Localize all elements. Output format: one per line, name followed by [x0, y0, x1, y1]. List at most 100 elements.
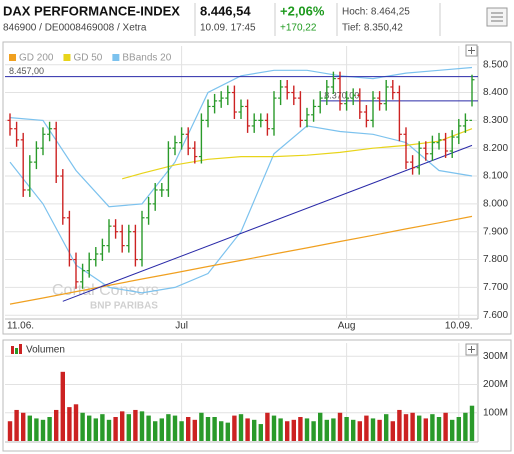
volume-bar	[436, 417, 442, 441]
legend-label: BBands 20	[122, 53, 171, 64]
volume-bar	[139, 411, 145, 441]
volume-bar	[311, 421, 316, 441]
y-tick-label: 8.100	[483, 171, 508, 182]
trendline	[62, 144, 473, 302]
volume-bar	[153, 421, 158, 441]
volume-bar	[456, 417, 461, 441]
watermark: BNP PARIBAS	[90, 301, 158, 312]
ohlc-bar	[317, 91, 323, 114]
x-tick-label: Aug	[338, 321, 356, 332]
volume-bar	[344, 417, 349, 441]
volume-bar	[205, 417, 211, 441]
ohlc-bar	[350, 88, 356, 106]
ohlc-bar	[337, 71, 343, 111]
ohlc-bar	[198, 113, 204, 164]
header-change: +170,22	[280, 23, 317, 34]
volume-bar	[390, 421, 395, 441]
main-panel	[2, 41, 512, 335]
zoom-button[interactable]	[465, 44, 478, 57]
volume-bar	[337, 412, 343, 441]
legend-swatch	[63, 54, 71, 61]
volume-bar	[232, 415, 237, 441]
volume-bar	[146, 415, 151, 441]
header-low: Tief: 8.350,42	[342, 23, 403, 34]
indicator-lines	[5, 66, 478, 305]
header-change-pct: +2,06%	[280, 3, 325, 18]
volume-bar	[54, 409, 59, 441]
ohlc-bar	[363, 105, 369, 128]
volume-bar	[384, 414, 389, 441]
ohlc-bar	[53, 121, 59, 183]
volume-bar	[67, 407, 72, 441]
y-tick-label: 8.500	[483, 59, 508, 70]
ohlc-bar	[449, 130, 455, 158]
ohlc-bar	[284, 80, 290, 100]
x-tick-label: Jul	[175, 321, 188, 332]
volume-bar	[469, 405, 475, 441]
ohlc-bar	[179, 127, 185, 150]
volume-bar	[172, 415, 178, 441]
y-tick-label: 7.600	[483, 310, 508, 321]
volume-bar	[252, 419, 257, 441]
ohlc-bar	[73, 252, 79, 289]
volume-panel	[2, 339, 512, 452]
ohlc-bar	[7, 113, 13, 136]
ohlc-bar	[396, 85, 402, 142]
ohlc-bar	[410, 155, 416, 175]
ohlc-bar	[251, 113, 257, 133]
indicator-line	[9, 125, 473, 294]
volume-bar	[106, 419, 112, 441]
volume-bar	[27, 415, 32, 441]
legend-label: GD 200	[19, 53, 54, 64]
volume-bar	[271, 415, 277, 441]
volume-bar	[291, 419, 296, 441]
y-tick-label: 100M	[483, 407, 508, 418]
settings-icon[interactable]	[486, 7, 508, 27]
volume-bar	[159, 418, 164, 441]
indicator-line	[9, 66, 473, 208]
volume-bar	[73, 404, 79, 441]
volume-bar	[186, 417, 191, 441]
header-title: DAX PERFORMANCE-INDEX	[3, 3, 180, 18]
volume-bar	[304, 418, 310, 441]
volume-bar	[285, 421, 290, 441]
ohlc-bar	[390, 80, 396, 100]
ohlc-bar	[218, 91, 224, 108]
volume-bar	[93, 418, 98, 441]
ohlc-bar	[205, 99, 211, 128]
volume-bar	[133, 409, 138, 441]
volume-bar	[166, 414, 171, 441]
volume-bar	[450, 419, 455, 441]
ohlc-bar	[14, 121, 20, 147]
volume-bar	[21, 412, 26, 441]
indicator-line	[122, 128, 473, 180]
zoom-button[interactable]	[465, 343, 478, 356]
ohlc-bar	[297, 91, 303, 128]
ohlc-bar	[264, 113, 270, 136]
volume-bar	[100, 414, 105, 441]
header-time: 10.09. 17:45	[200, 23, 256, 34]
ohlc-bar	[80, 263, 86, 289]
ohlc-bar	[165, 141, 171, 197]
volume-bar	[87, 415, 92, 441]
ohlc-bar	[258, 113, 264, 128]
ohlc-bar	[27, 155, 33, 197]
ohlc-bar	[377, 91, 383, 111]
volume-bar	[278, 418, 283, 441]
volume-title: Volumen	[26, 345, 65, 356]
ohlc-bar	[304, 107, 310, 128]
y-tick-label: 7.800	[483, 254, 508, 265]
volume-chart: Volumen 100M 200M 300M	[5, 343, 508, 441]
ohlc-bar	[60, 169, 66, 225]
ohlc-bar	[462, 113, 468, 133]
ohlc-bar	[231, 85, 237, 119]
ohlc-bar	[192, 141, 198, 164]
ohlc-bar	[20, 132, 26, 197]
ohlc-bar	[370, 91, 376, 128]
indicator-line	[9, 215, 473, 305]
ohlc-bar	[291, 85, 297, 106]
volume-bar	[318, 412, 323, 441]
header-price: 8.446,54	[200, 3, 251, 18]
level-label: 8.457,00	[9, 66, 44, 76]
